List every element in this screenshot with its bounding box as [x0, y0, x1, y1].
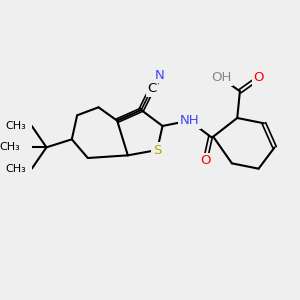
Text: O: O: [253, 71, 264, 85]
Text: O: O: [200, 154, 211, 167]
Text: S: S: [153, 143, 161, 157]
Text: C: C: [147, 82, 157, 95]
Text: CH₃: CH₃: [0, 142, 20, 152]
Text: OH: OH: [211, 71, 231, 85]
Text: CH₃: CH₃: [6, 164, 26, 174]
Text: CH₃: CH₃: [6, 121, 26, 131]
Text: N: N: [155, 69, 165, 82]
Text: NH: NH: [179, 114, 199, 127]
